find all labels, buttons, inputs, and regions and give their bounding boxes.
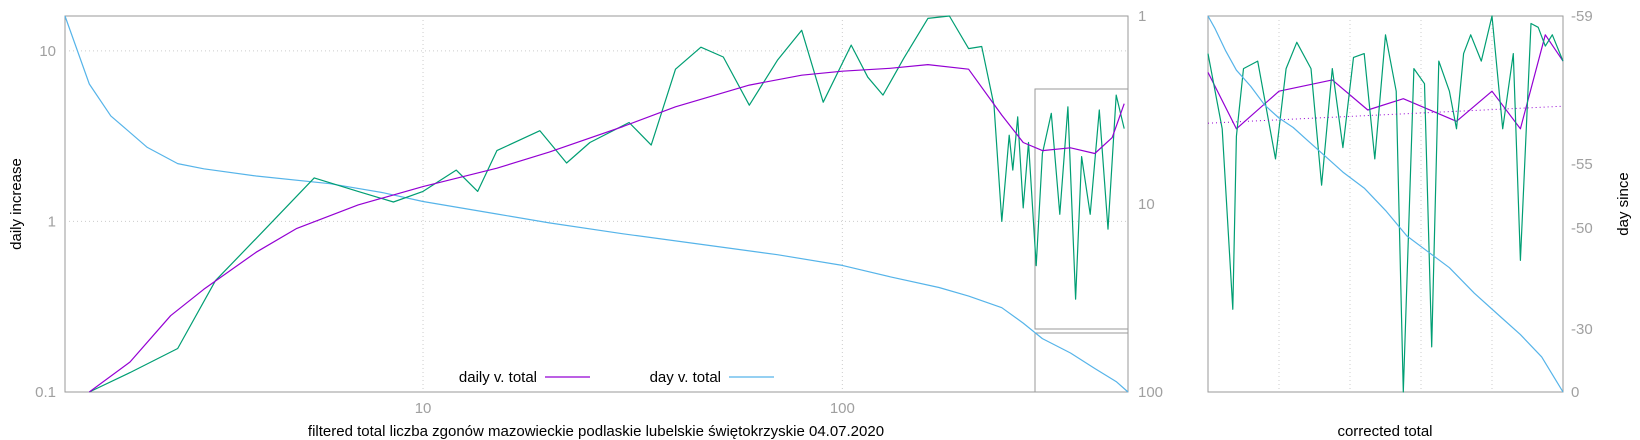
right-series-trend — [1207, 105, 1564, 124]
right-y2-tick-label: -50 — [1571, 220, 1593, 237]
right-y2-tick-label: 0 — [1571, 384, 1579, 401]
left-plot-frame — [64, 15, 1129, 393]
left-series-daily-v-total — [88, 63, 1125, 393]
legend-label-daily: daily v. total — [459, 369, 537, 386]
left-y2-tick-label: 100 — [1138, 384, 1163, 401]
left-y-axis-title: daily increase — [8, 158, 25, 250]
zoom-box-lower — [1034, 332, 1129, 393]
right-series-day — [1207, 15, 1564, 393]
left-series-daily-raw — [89, 15, 1125, 393]
right-x-axis-title: corrected total — [1337, 423, 1432, 440]
right-y2-tick-label: -55 — [1571, 156, 1593, 173]
legend-label-day: day v. total — [650, 369, 721, 386]
left-x-tick-label: 100 — [830, 400, 855, 417]
right-y2-tick-label: -59 — [1571, 8, 1593, 25]
left-x-axis-title: filtered total liczba zgonów mazowieckie… — [308, 423, 884, 440]
zoom-box-upper — [1034, 88, 1129, 330]
left-series-day-v-total — [64, 15, 1129, 393]
left-y2-tick-label: 10 — [1138, 196, 1155, 213]
right-y2-axis-title: day since — [1615, 172, 1632, 235]
left-x-tick-label: 10 — [415, 400, 432, 417]
left-y-tick-label: 1 — [48, 213, 56, 230]
left-y-tick-label: 0.1 — [35, 384, 56, 401]
right-y2-tick-label: -30 — [1571, 321, 1593, 338]
right-series-raw — [1207, 15, 1564, 393]
left-y2-tick-label: 1 — [1138, 8, 1146, 25]
left-y-tick-label: 10 — [39, 43, 56, 60]
right-series-fit — [1207, 34, 1564, 130]
right-plot-frame — [1207, 15, 1564, 393]
